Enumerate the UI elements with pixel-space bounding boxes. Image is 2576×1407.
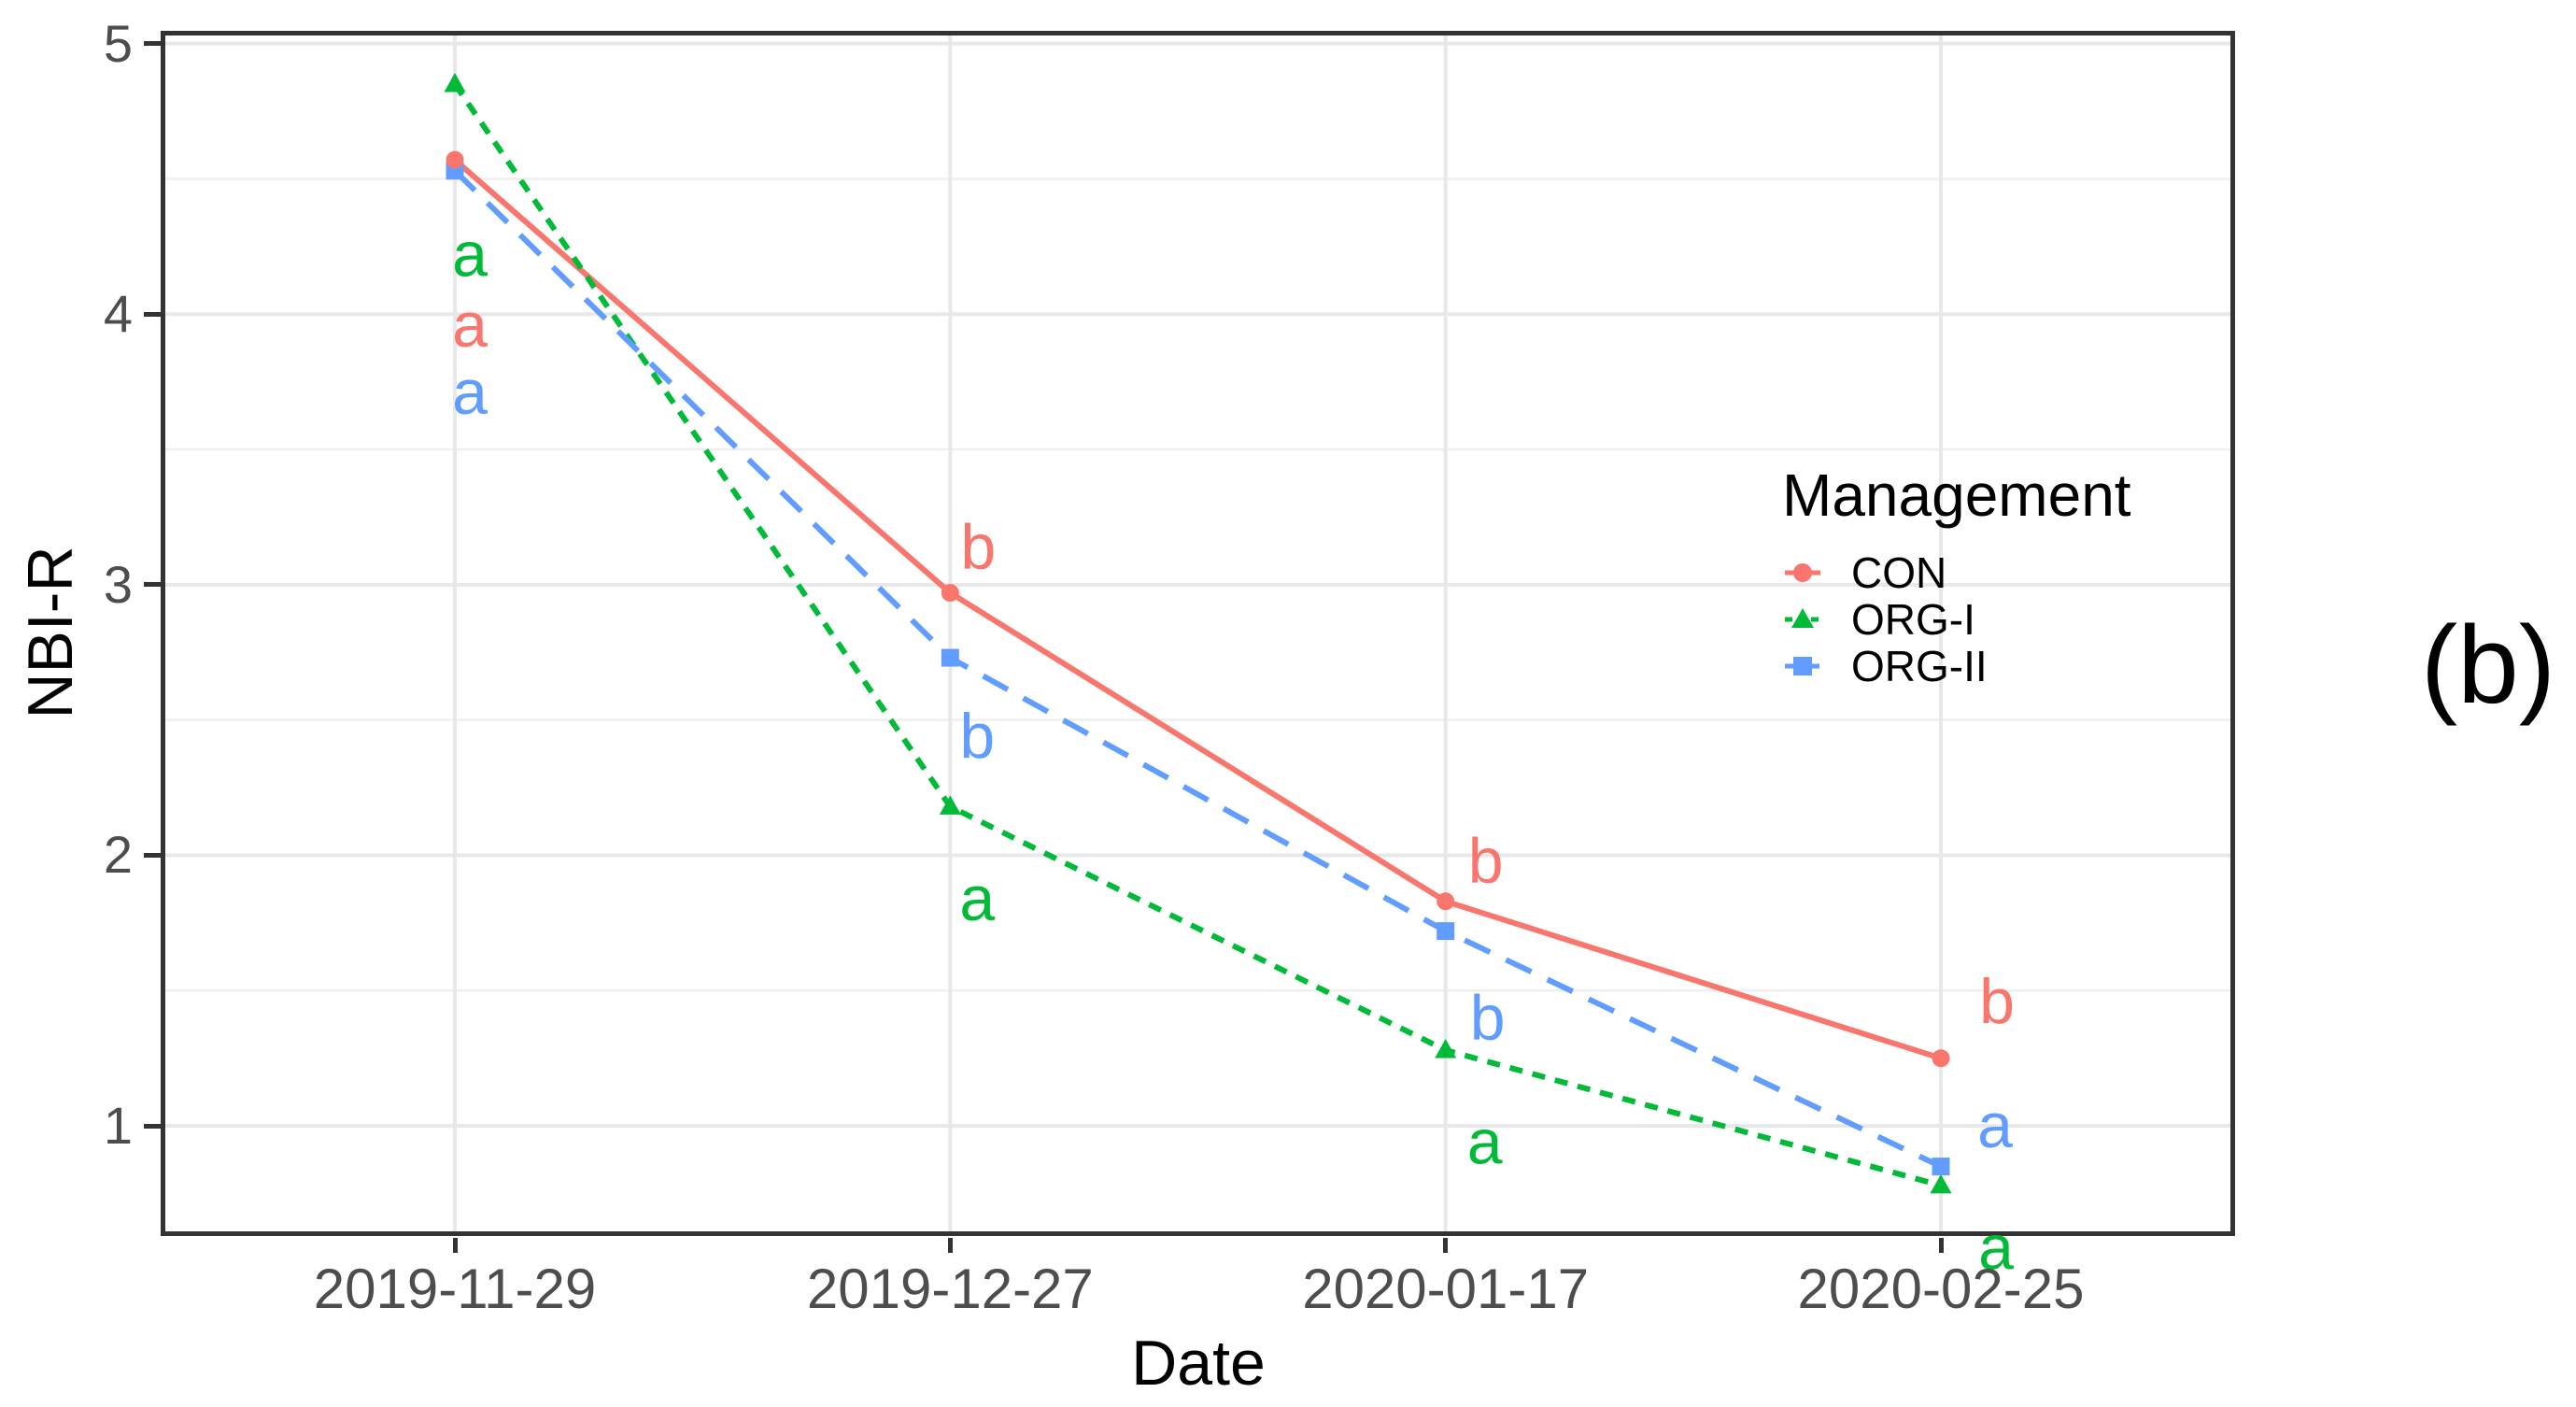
sig-letter: a — [452, 357, 488, 428]
data-point-triangle — [1930, 1173, 1952, 1194]
data-point-square — [941, 648, 959, 667]
data-point-circle — [941, 584, 959, 603]
y-tick-label: 1 — [103, 1096, 133, 1156]
data-point-circle — [446, 150, 464, 169]
sig-letter: a — [1467, 1106, 1503, 1177]
panel-border — [161, 31, 2235, 1236]
sig-letter: b — [1468, 825, 1504, 896]
sig-letter: b — [960, 511, 996, 582]
x-tick-label: 2019-11-29 — [313, 1258, 597, 1320]
figure-panel-label: (b) — [2420, 604, 2556, 727]
data-point-square — [1932, 1158, 1950, 1176]
legend-items: CON ORG-I ORG-II — [1782, 549, 2131, 689]
series-line-con — [453, 157, 1942, 1061]
sig-letter: b — [959, 701, 995, 772]
data-point-square — [1437, 922, 1455, 941]
x-tick-mark — [947, 1238, 953, 1253]
data-point-circle — [1437, 892, 1455, 911]
circle-legend-key-icon — [1785, 563, 1820, 582]
x-tick-mark — [1443, 1238, 1449, 1253]
y-tick-mark — [144, 582, 161, 588]
sig-letter: a — [452, 290, 488, 361]
y-tick-mark — [144, 311, 161, 317]
data-point-triangle — [444, 73, 466, 92]
legend-item-org-i: ORG-I — [1782, 596, 2131, 643]
y-tick-mark — [144, 1123, 161, 1129]
legend-title: Management — [1782, 462, 2131, 529]
y-tick-mark — [144, 852, 161, 858]
data-point-triangle — [1435, 1039, 1457, 1059]
x-tick-label: 2020-01-17 — [1302, 1258, 1590, 1320]
y-tick-label: 4 — [103, 284, 133, 344]
data-point-circle — [1932, 1049, 1950, 1068]
series-line-org-i — [452, 82, 1942, 1188]
sig-letter: a — [1977, 1090, 2013, 1161]
legend-item-org-ii: ORG-II — [1782, 643, 2131, 689]
sig-letter: b — [1470, 982, 1506, 1053]
triangle-legend-key-icon — [1785, 608, 1820, 628]
y-tick-mark — [144, 41, 161, 47]
y-tick-label: 3 — [103, 554, 133, 614]
x-tick-label: 2019-12-27 — [806, 1258, 1094, 1320]
legend-label: ORG-II — [1851, 642, 1988, 690]
legend-item-con: CON — [1782, 549, 2131, 596]
x-axis-title: Date — [1131, 1328, 1266, 1399]
sig-letter: b — [1979, 966, 2015, 1037]
data-point-triangle — [939, 795, 961, 815]
y-tick-label: 2 — [103, 825, 133, 885]
series-line-org-ii — [452, 168, 1943, 1170]
sig-letter: a — [452, 220, 488, 291]
sig-letter: a — [1978, 1212, 2014, 1283]
y-tick-label: 5 — [103, 13, 133, 73]
x-tick-mark — [1938, 1238, 1944, 1253]
legend: Management CON ORG-I ORG-II — [1782, 465, 2131, 689]
sig-letter: a — [959, 863, 995, 934]
legend-label: ORG-I — [1851, 595, 1975, 644]
x-tick-mark — [452, 1238, 458, 1253]
x-tick-label: 2020-02-25 — [1797, 1258, 2085, 1320]
square-legend-key-icon — [1785, 657, 1820, 675]
legend-label: CON — [1851, 548, 1947, 597]
